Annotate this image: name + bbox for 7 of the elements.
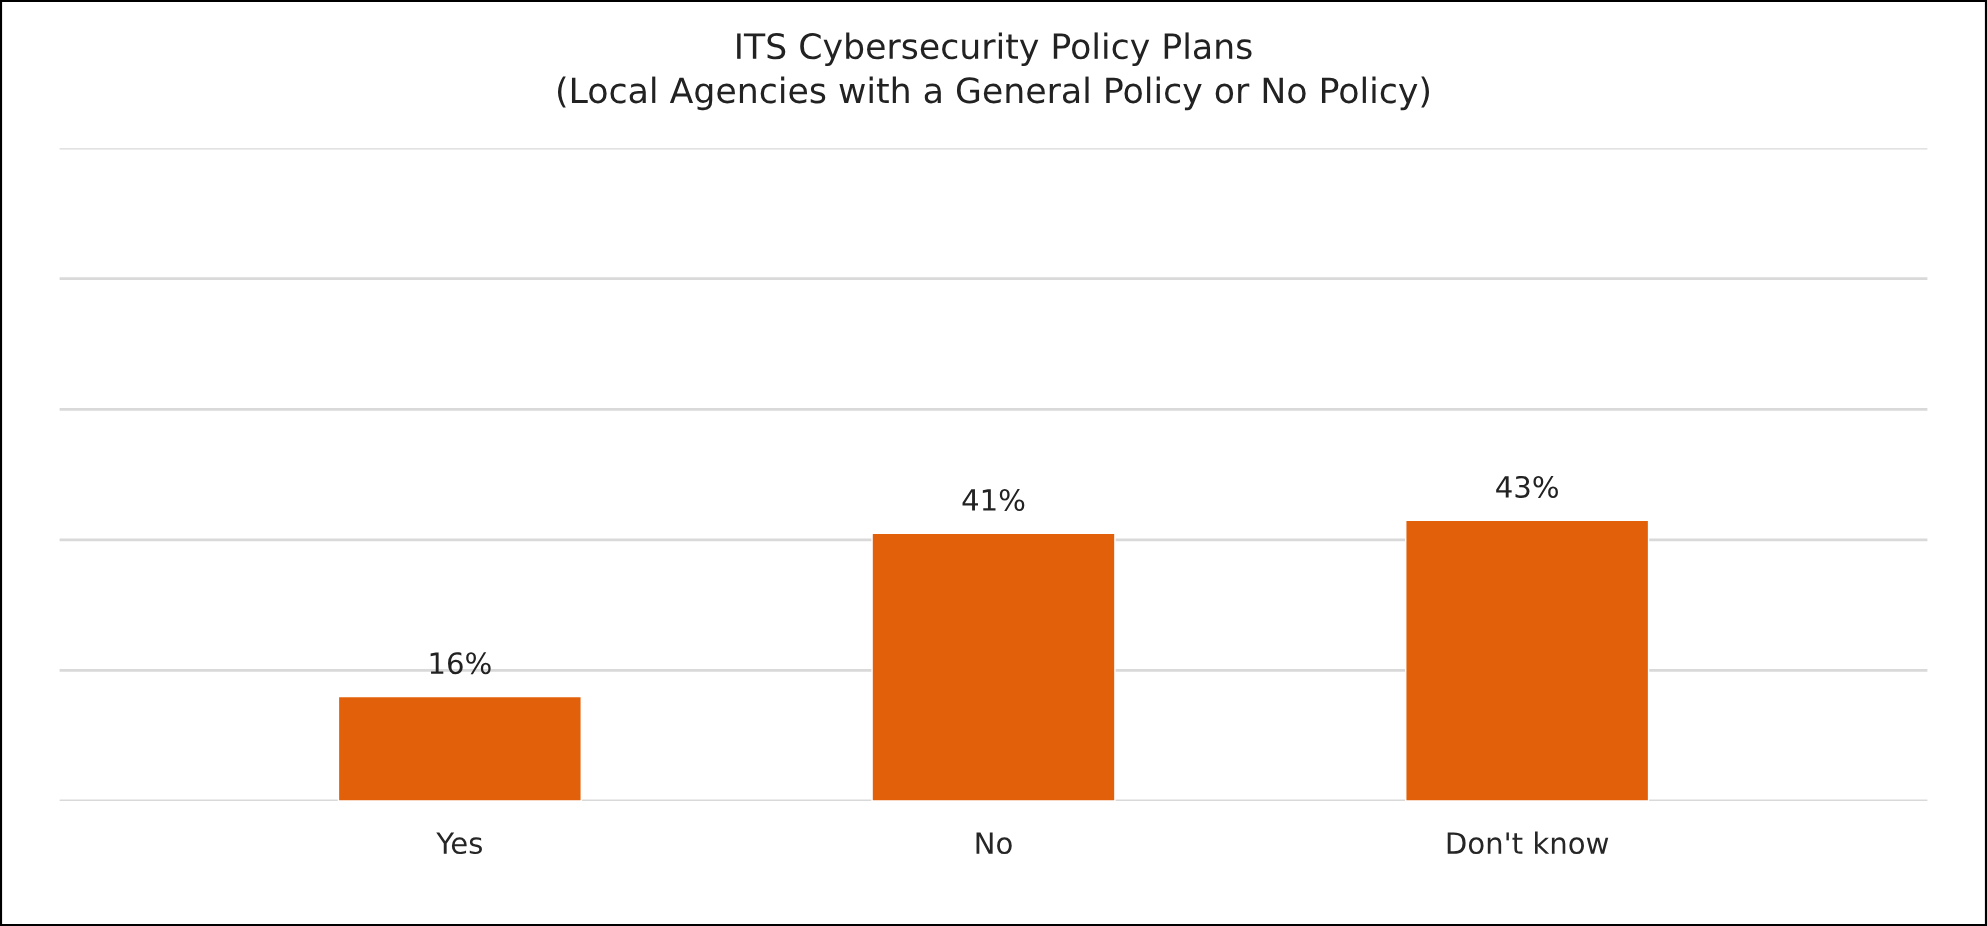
x-tick-label: No	[976, 832, 1012, 855]
data-label: 41%	[962, 488, 1025, 512]
data-label: 43%	[1496, 475, 1558, 498]
x-tick-label: Don't know	[1447, 831, 1609, 855]
data-label: 16%	[430, 652, 491, 675]
x-tick-label: Yes	[436, 832, 482, 855]
chart-title: ITS Cybersecurity Policy Plans (Local Agencies with a General Policy or No Policy)	[558, 32, 1429, 111]
